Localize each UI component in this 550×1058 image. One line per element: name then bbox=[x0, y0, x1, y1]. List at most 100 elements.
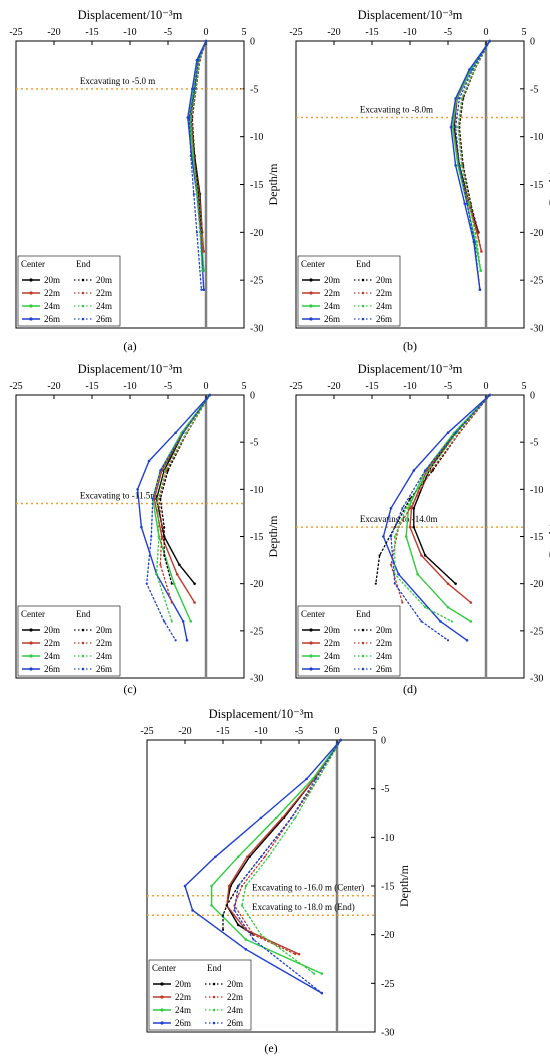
legend-marker-center bbox=[29, 628, 33, 632]
data-point-center-22m bbox=[175, 572, 179, 576]
series-line-center-22m bbox=[226, 739, 342, 955]
data-point-end-26m bbox=[233, 909, 236, 912]
legend-label-center: 24m bbox=[324, 301, 340, 311]
panel-caption: (c) bbox=[123, 682, 136, 696]
y-tick-label: -15 bbox=[250, 532, 263, 543]
x-tick-label: -25 bbox=[289, 27, 302, 38]
data-point-center-26m bbox=[147, 459, 151, 463]
data-point-end-24m bbox=[316, 777, 320, 781]
legend-header-end: End bbox=[76, 259, 91, 269]
legend-marker-end bbox=[81, 317, 85, 321]
legend-box bbox=[17, 605, 121, 677]
y-tick-label: -25 bbox=[250, 276, 263, 287]
legend-marker-end bbox=[81, 304, 85, 308]
legend-label-end: 22m bbox=[376, 638, 392, 648]
data-point-center-26m bbox=[136, 488, 139, 491]
data-point-end-26m bbox=[193, 87, 196, 90]
excavation-annotation: Excavating to -11.5m bbox=[80, 490, 157, 500]
series-line-end-20m bbox=[159, 394, 211, 585]
y-tick-label: 0 bbox=[381, 736, 386, 747]
series-line-end-24m bbox=[394, 394, 491, 623]
legend-marker-center bbox=[29, 641, 33, 645]
x-tick-label: -25 bbox=[9, 27, 22, 38]
legend-header-end: End bbox=[356, 609, 371, 619]
data-point-end-24m bbox=[456, 126, 459, 129]
y-tick-label: 0 bbox=[250, 37, 255, 48]
x-axis-title: Displacement/10⁻³m bbox=[78, 362, 183, 376]
data-point-center-26m bbox=[465, 638, 469, 642]
legend-label-end: 20m bbox=[376, 275, 392, 285]
data-point-center-20m bbox=[178, 563, 181, 567]
legend-marker-end bbox=[212, 1021, 216, 1025]
series-line-center-26m bbox=[382, 394, 491, 641]
data-point-center-20m bbox=[423, 554, 427, 557]
data-point-center-20m bbox=[193, 582, 196, 585]
data-point-end-20m bbox=[159, 497, 162, 500]
legend-marker-center bbox=[29, 278, 33, 282]
x-tick-label: -5 bbox=[295, 726, 303, 737]
data-point-end-24m bbox=[195, 192, 198, 196]
excavation-annotation: Excavating to -5.0 m bbox=[80, 76, 155, 86]
y-tick-label: -15 bbox=[530, 180, 543, 191]
x-tick-label: -20 bbox=[327, 381, 340, 392]
legend-label-center: 20m bbox=[324, 625, 340, 635]
data-point-center-20m bbox=[236, 923, 240, 927]
data-point-end-22m bbox=[160, 525, 164, 529]
y-tick-label: -15 bbox=[250, 180, 263, 191]
data-point-end-24m bbox=[198, 231, 202, 234]
data-point-end-22m bbox=[201, 250, 205, 253]
data-point-end-22m bbox=[294, 953, 297, 956]
data-point-end-24m bbox=[405, 507, 408, 510]
x-tick-label: -25 bbox=[289, 381, 302, 392]
legend-marker-center bbox=[160, 982, 164, 986]
data-point-end-26m bbox=[182, 431, 185, 434]
data-point-end-26m bbox=[424, 469, 427, 472]
legend-label-end: 22m bbox=[96, 638, 112, 648]
data-point-end-26m bbox=[252, 938, 255, 941]
legend-label-center: 24m bbox=[324, 651, 340, 661]
legend-header-end: End bbox=[356, 259, 371, 269]
legend-label-center: 26m bbox=[324, 314, 340, 324]
x-tick-label: -15 bbox=[85, 381, 98, 392]
legend-label-end: 26m bbox=[376, 314, 392, 324]
series-line-center-22m bbox=[409, 394, 491, 604]
data-point-center-24m bbox=[446, 605, 450, 609]
x-tick-label: -10 bbox=[123, 381, 136, 392]
data-point-end-26m bbox=[473, 240, 476, 243]
data-point-center-26m bbox=[454, 97, 457, 100]
y-axis-title: Depth/m bbox=[397, 864, 411, 907]
legend-marker-end bbox=[81, 641, 85, 645]
legend-label-end: 22m bbox=[227, 992, 243, 1002]
legend-marker-end bbox=[81, 278, 85, 282]
x-tick-label: 5 bbox=[522, 381, 527, 392]
data-point-center-22m bbox=[280, 816, 284, 820]
data-point-end-22m bbox=[458, 431, 461, 434]
data-point-end-26m bbox=[195, 231, 198, 234]
x-tick-label: 5 bbox=[242, 381, 247, 392]
series-line-end-26m bbox=[146, 394, 211, 641]
legend-marker-center bbox=[160, 995, 164, 999]
data-point-end-26m bbox=[339, 738, 342, 742]
legend-box bbox=[148, 959, 252, 1031]
data-point-end-26m bbox=[478, 288, 482, 291]
data-point-end-22m bbox=[401, 601, 404, 604]
data-point-center-22m bbox=[246, 855, 249, 859]
series-line-center-24m bbox=[451, 40, 491, 272]
legend-label-end: 26m bbox=[96, 314, 112, 324]
legend-marker-end bbox=[361, 304, 365, 308]
legend-marker-end bbox=[361, 628, 365, 632]
data-point-end-22m bbox=[408, 507, 412, 510]
data-point-end-20m bbox=[166, 469, 170, 472]
data-point-end-24m bbox=[201, 269, 204, 272]
data-point-end-20m bbox=[431, 469, 434, 472]
data-point-center-24m bbox=[274, 816, 278, 820]
excavation-annotation: Excavating to -14.0m bbox=[360, 514, 438, 524]
data-point-center-24m bbox=[311, 777, 314, 781]
data-point-end-24m bbox=[240, 904, 244, 907]
x-tick-label: 0 bbox=[484, 27, 489, 38]
y-tick-label: 0 bbox=[250, 391, 255, 402]
data-point-center-24m bbox=[469, 620, 473, 623]
data-point-end-26m bbox=[197, 59, 200, 62]
legend-marker-end bbox=[81, 291, 85, 295]
